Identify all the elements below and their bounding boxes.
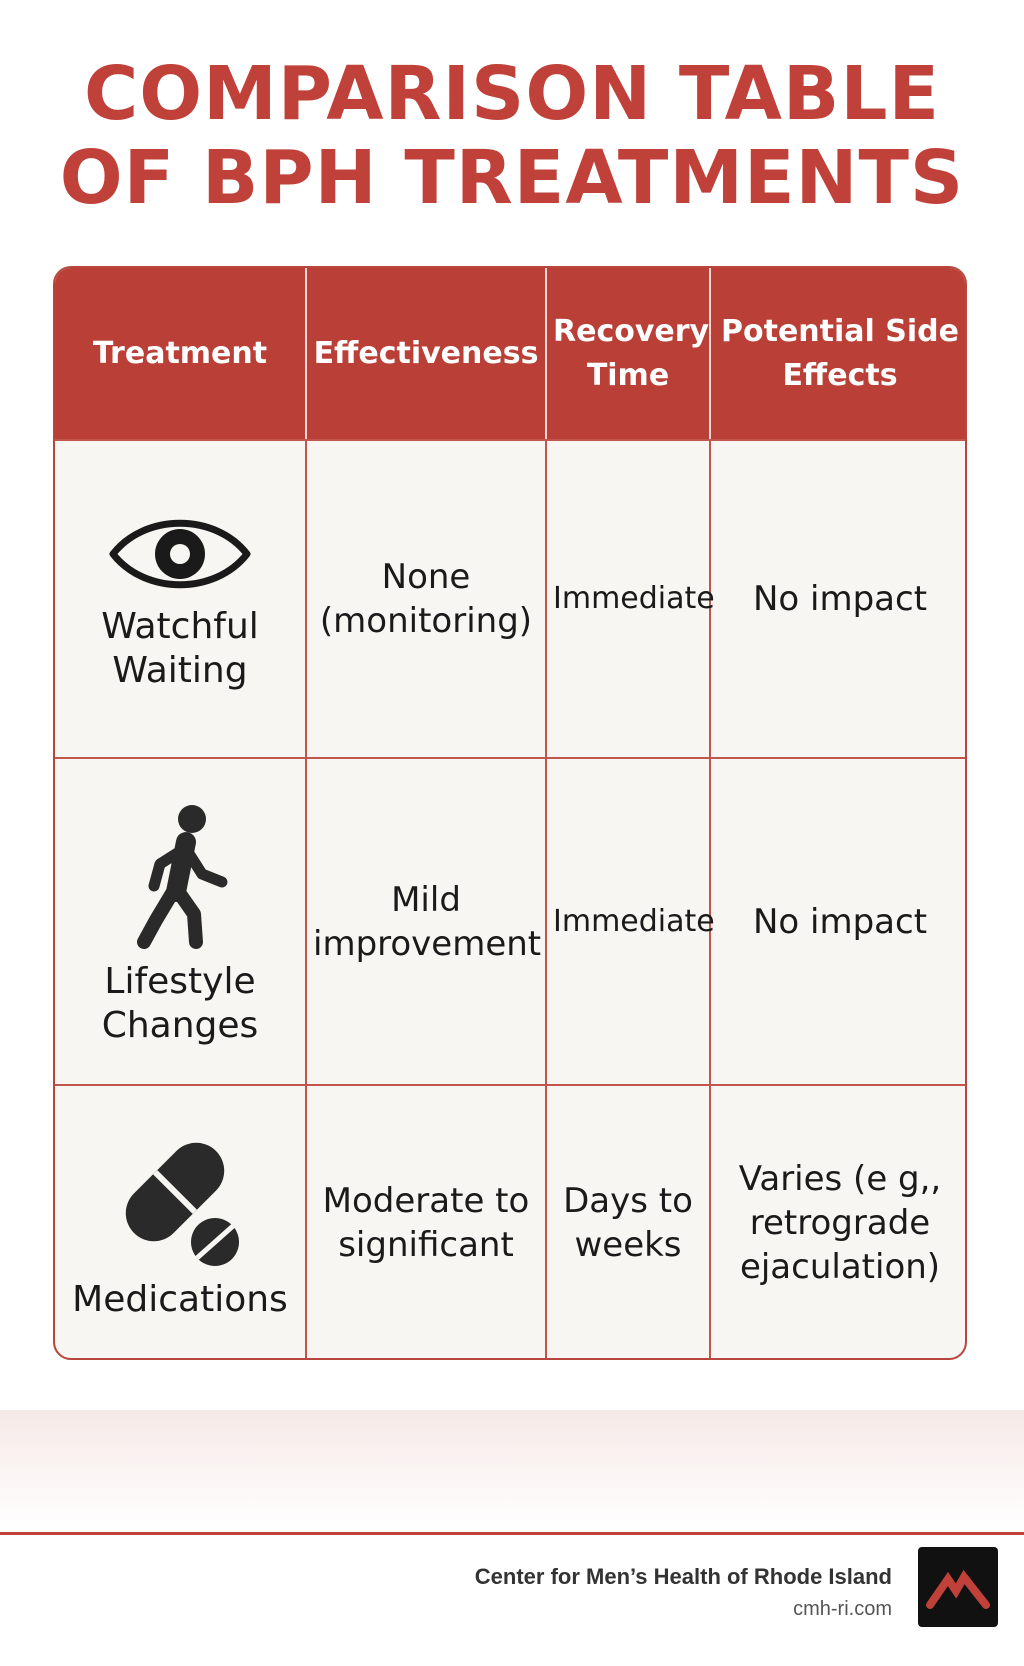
treatment-cell: Watchful Waiting	[55, 440, 307, 759]
table-row: Watchful Waiting None (monitoring) Immed…	[55, 440, 965, 759]
effectiveness-cell: Mild improvement	[306, 758, 547, 1086]
table-header-row: Treatment Effectiveness Recovery Time Po…	[55, 268, 965, 441]
title-line-1: COMPARISON TABLE	[83, 51, 941, 137]
header-effectiveness: Effectiveness	[306, 268, 547, 441]
header-side-effects: Potential Side Effects	[710, 268, 965, 441]
mountain-logo-icon	[918, 1547, 998, 1627]
page-title: COMPARISON TABLE OF BPH TREATMENTS	[0, 52, 1024, 220]
side-effects-cell: Varies (e g,, retrograde ejaculation)	[738, 1159, 942, 1287]
treatment-label: Medications	[72, 1279, 288, 1320]
comparison-table: Treatment Effectiveness Recovery Time Po…	[53, 266, 967, 1360]
side-effects-cell: No impact	[710, 758, 965, 1086]
eye-icon	[109, 519, 251, 589]
treatment-label: Watchful Waiting	[101, 606, 259, 691]
footer-fade	[0, 1410, 1024, 1530]
effectiveness-cell: None (monitoring)	[306, 440, 547, 759]
recovery-cell: Immediate	[546, 758, 715, 1086]
header-treatment: Treatment	[55, 268, 307, 441]
pill-capsule-icon	[125, 1142, 239, 1266]
table-row: Lifestyle Changes Mild improvement Immed…	[55, 758, 965, 1086]
treatment-cell: Medications	[55, 1085, 307, 1358]
treatment-cell: Lifestyle Changes	[55, 758, 307, 1086]
header-recovery-time: Recovery Time	[546, 268, 711, 441]
side-effects-cell: No impact	[710, 440, 965, 759]
footer-website-link[interactable]: cmh-ri.com	[793, 1598, 892, 1620]
title-line-2: OF BPH TREATMENTS	[59, 135, 965, 221]
recovery-cell: Immediate	[546, 440, 715, 759]
recovery-cell: Days to weeks	[546, 1085, 711, 1358]
table-row: Medications Moderate to significant Days…	[55, 1085, 965, 1358]
footer-organization: Center for Men’s Health of Rhode Island	[474, 1564, 892, 1589]
footer-divider	[0, 1532, 1024, 1535]
treatment-label: Lifestyle Changes	[101, 960, 259, 1046]
mountain-logo-icon	[926, 1569, 990, 1609]
effectiveness-cell: Moderate to significant	[306, 1085, 547, 1358]
walking-person-icon	[137, 804, 228, 949]
